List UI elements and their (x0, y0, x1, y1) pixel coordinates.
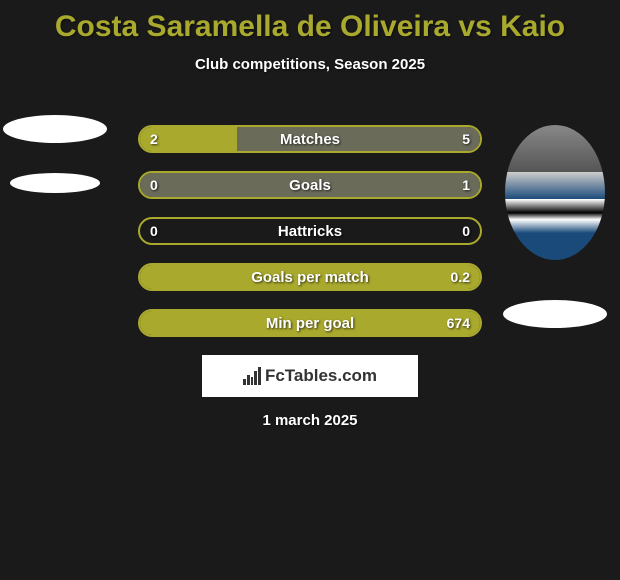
avatar-placeholder-top (3, 115, 107, 143)
logo-box[interactable]: FcTables.com (202, 355, 418, 397)
bar-row: 0Goals1 (138, 171, 482, 199)
bar-value-right: 5 (462, 127, 470, 151)
avatar-photo (505, 125, 605, 260)
bar-label: Matches (140, 127, 480, 151)
player-left-avatar (0, 115, 110, 193)
bar-value-right: 0 (462, 219, 470, 243)
bar-row: 2Matches5 (138, 125, 482, 153)
bar-row: Min per goal674 (138, 309, 482, 337)
comparison-bars: 2Matches50Goals10Hattricks0Goals per mat… (138, 125, 482, 355)
bar-label: Min per goal (140, 311, 480, 335)
avatar-shadow (503, 300, 607, 328)
bar-value-right: 674 (447, 311, 470, 335)
subtitle: Club competitions, Season 2025 (0, 56, 620, 73)
avatar-placeholder-bottom (10, 173, 100, 193)
bar-label: Goals (140, 173, 480, 197)
logo-text: FcTables.com (265, 366, 377, 386)
bar-value-right: 0.2 (451, 265, 470, 289)
bar-value-right: 1 (462, 173, 470, 197)
bar-label: Hattricks (140, 219, 480, 243)
page-title: Costa Saramella de Oliveira vs Kaio (0, 0, 620, 44)
date-line: 1 march 2025 (0, 412, 620, 429)
bar-row: Goals per match0.2 (138, 263, 482, 291)
bar-label: Goals per match (140, 265, 480, 289)
chart-icon (243, 367, 261, 385)
player-right-avatar (500, 125, 610, 328)
bar-row: 0Hattricks0 (138, 217, 482, 245)
